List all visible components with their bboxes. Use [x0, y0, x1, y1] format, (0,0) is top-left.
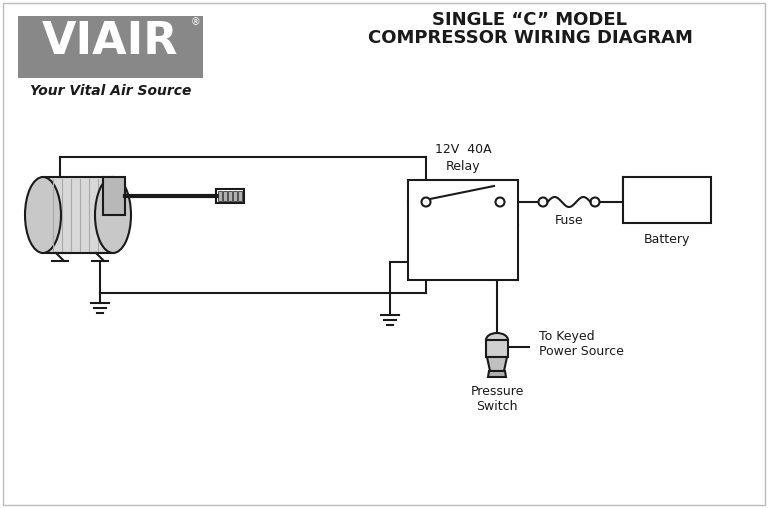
Text: Battery: Battery	[644, 233, 690, 246]
Polygon shape	[487, 357, 507, 371]
Bar	[223, 191, 227, 201]
Bar	[486, 340, 508, 357]
Circle shape	[591, 198, 600, 206]
Bar	[408, 180, 518, 280]
Text: 30: 30	[493, 212, 507, 222]
Text: Your Vital Air Source: Your Vital Air Source	[30, 84, 191, 98]
Text: 87: 87	[419, 212, 433, 222]
Polygon shape	[488, 371, 506, 377]
Text: Pressure
Switch: Pressure Switch	[470, 385, 524, 413]
Bar	[18, 16, 203, 78]
Bar	[103, 177, 125, 215]
Bar	[218, 191, 222, 201]
Ellipse shape	[486, 333, 508, 347]
Bar	[623, 177, 711, 223]
Text: 86: 86	[490, 272, 504, 282]
Text: Fuse: Fuse	[554, 214, 584, 227]
Text: ®: ®	[190, 17, 200, 27]
Text: +: +	[642, 189, 660, 210]
Text: VIAIR: VIAIR	[42, 20, 179, 63]
Text: 12V  40A
Relay: 12V 40A Relay	[435, 143, 492, 173]
Circle shape	[495, 198, 505, 206]
Ellipse shape	[95, 177, 131, 253]
Bar	[228, 191, 232, 201]
Text: -: -	[682, 189, 690, 210]
Ellipse shape	[25, 177, 61, 253]
Bar	[233, 191, 237, 201]
Text: SINGLE “C” MODEL: SINGLE “C” MODEL	[432, 11, 627, 29]
Bar	[43, 177, 113, 253]
Bar	[238, 191, 242, 201]
Circle shape	[538, 198, 548, 206]
Text: COMPRESSOR WIRING DIAGRAM: COMPRESSOR WIRING DIAGRAM	[368, 29, 693, 47]
Bar	[216, 189, 244, 203]
Circle shape	[422, 198, 431, 206]
Text: 85: 85	[422, 272, 436, 282]
Text: To Keyed
Power Source: To Keyed Power Source	[539, 330, 624, 358]
